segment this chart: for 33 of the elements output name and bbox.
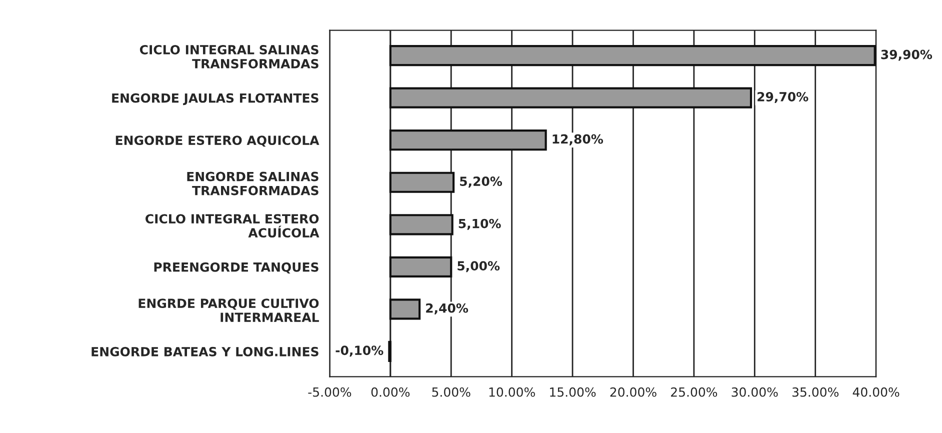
y-tick-label: ENGRDE PARQUE CULTIVO INTERMAREAL [138, 298, 319, 322]
data-label: 2,40% [426, 303, 468, 314]
x-tick-label: 5.00% [432, 387, 470, 397]
data-label: 5,10% [458, 218, 501, 230]
bar [389, 87, 752, 108]
bar [389, 214, 454, 236]
bar [389, 45, 876, 66]
y-tick-label: ENGORDE ESTERO AQUICOLA [116, 136, 320, 147]
data-label: 5,20% [460, 176, 502, 188]
data-label: 12,80% [552, 134, 604, 146]
x-tick-label: 0.00% [371, 387, 410, 397]
bar [389, 172, 455, 193]
x-tick-label: 40.00% [852, 387, 900, 397]
data-label: 5,00% [458, 261, 500, 272]
y-tick-label: ENGORDE SALINAS TRANSFORMADAS [187, 172, 318, 196]
x-tick-label: 30.00% [732, 387, 778, 397]
y-tick-label: ENGORDE JAULAS FLOTANTES [112, 93, 318, 106]
y-tick-label: CICLO INTEGRAL ESTERO ACUÍCOLA [146, 214, 320, 238]
y-tick-label: PREENGORDE TANQUES [154, 262, 318, 274]
y-tick-label: ENGORDE BATEAS Y LONG.LINES [92, 346, 318, 356]
y-tick-label: CICLO INTEGRAL SALINAS TRANSFORMADAS [140, 44, 318, 68]
x-tick-label: 15.00% [550, 387, 596, 397]
bar [389, 256, 452, 278]
bar [389, 298, 421, 320]
data-label: 29,70% [758, 92, 808, 104]
x-tick-label: -5.00% [308, 387, 352, 397]
bar [389, 130, 547, 151]
x-tick-label: 10.00% [489, 387, 535, 397]
data-label: -0,10% [336, 346, 384, 357]
data-label: 39,90% [881, 50, 932, 61]
x-tick-label: 25.00% [671, 387, 718, 397]
x-tick-label: 20.00% [610, 387, 656, 397]
x-tick-label: 35.00% [792, 387, 838, 397]
